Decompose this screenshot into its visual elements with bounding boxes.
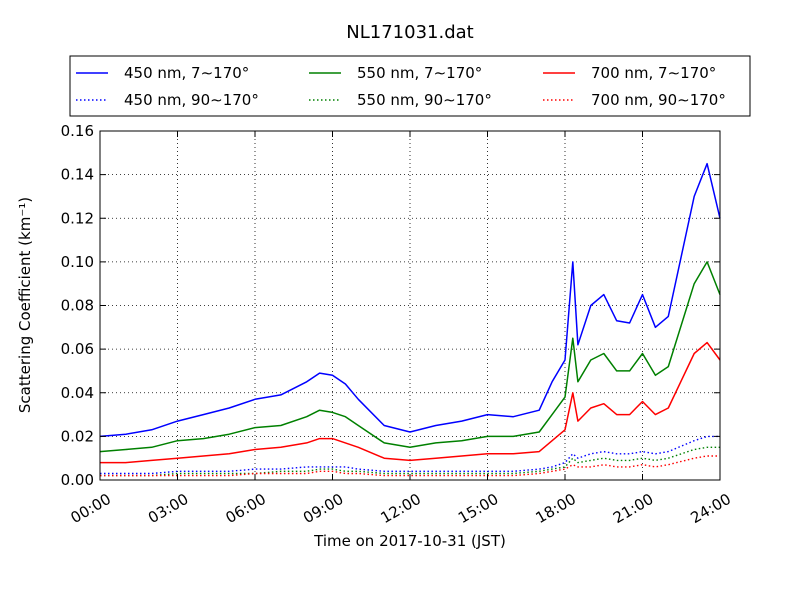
y-tick-label: 0.12: [61, 209, 94, 227]
legend-label-2: 550 nm, 7∼170°: [357, 64, 482, 82]
legend-label-0: 450 nm, 7∼170°: [124, 64, 249, 82]
y-axis-label: Scattering Coefficient (km⁻¹): [16, 197, 34, 413]
series-line-0: [99, 162, 721, 438]
grid: [100, 131, 720, 480]
legend-label-4: 700 nm, 7∼170°: [591, 64, 716, 82]
series-line-1: [100, 435, 720, 475]
y-tick-label: 0.02: [61, 427, 94, 445]
y-tick-labels: 0.00 0.02 0.04 0.06 0.08 0.10 0.12 0.14 0.16: [61, 122, 94, 489]
y-tick-label: 0.16: [61, 122, 94, 140]
legend-label-5: 700 nm, 90∼170°: [591, 91, 726, 109]
series-line-2: [99, 261, 721, 453]
y-tick-label: 0.06: [61, 340, 94, 358]
x-axis-label: Time on 2017-10-31 (JST): [313, 532, 506, 550]
series-line-4: [100, 341, 721, 464]
legend-box: [69, 55, 751, 117]
chart-title: NL171031.dat: [346, 22, 473, 43]
y-tick-label: 0.08: [61, 297, 94, 315]
y-tick-label: 0.00: [61, 471, 94, 489]
y-tick-label: 0.10: [61, 253, 94, 271]
legend-label-3: 550 nm, 90∼170°: [357, 91, 492, 109]
series-lines: [99, 162, 721, 477]
y-tick-label: 0.14: [61, 166, 94, 184]
axis-ticks: [99, 130, 721, 481]
legend-label-1: 450 nm, 90∼170°: [124, 91, 259, 109]
legend: 450 nm, 7∼170° 450 nm, 90∼170° 550 nm, 7∼1…: [69, 55, 751, 117]
y-tick-label: 0.04: [61, 384, 94, 402]
